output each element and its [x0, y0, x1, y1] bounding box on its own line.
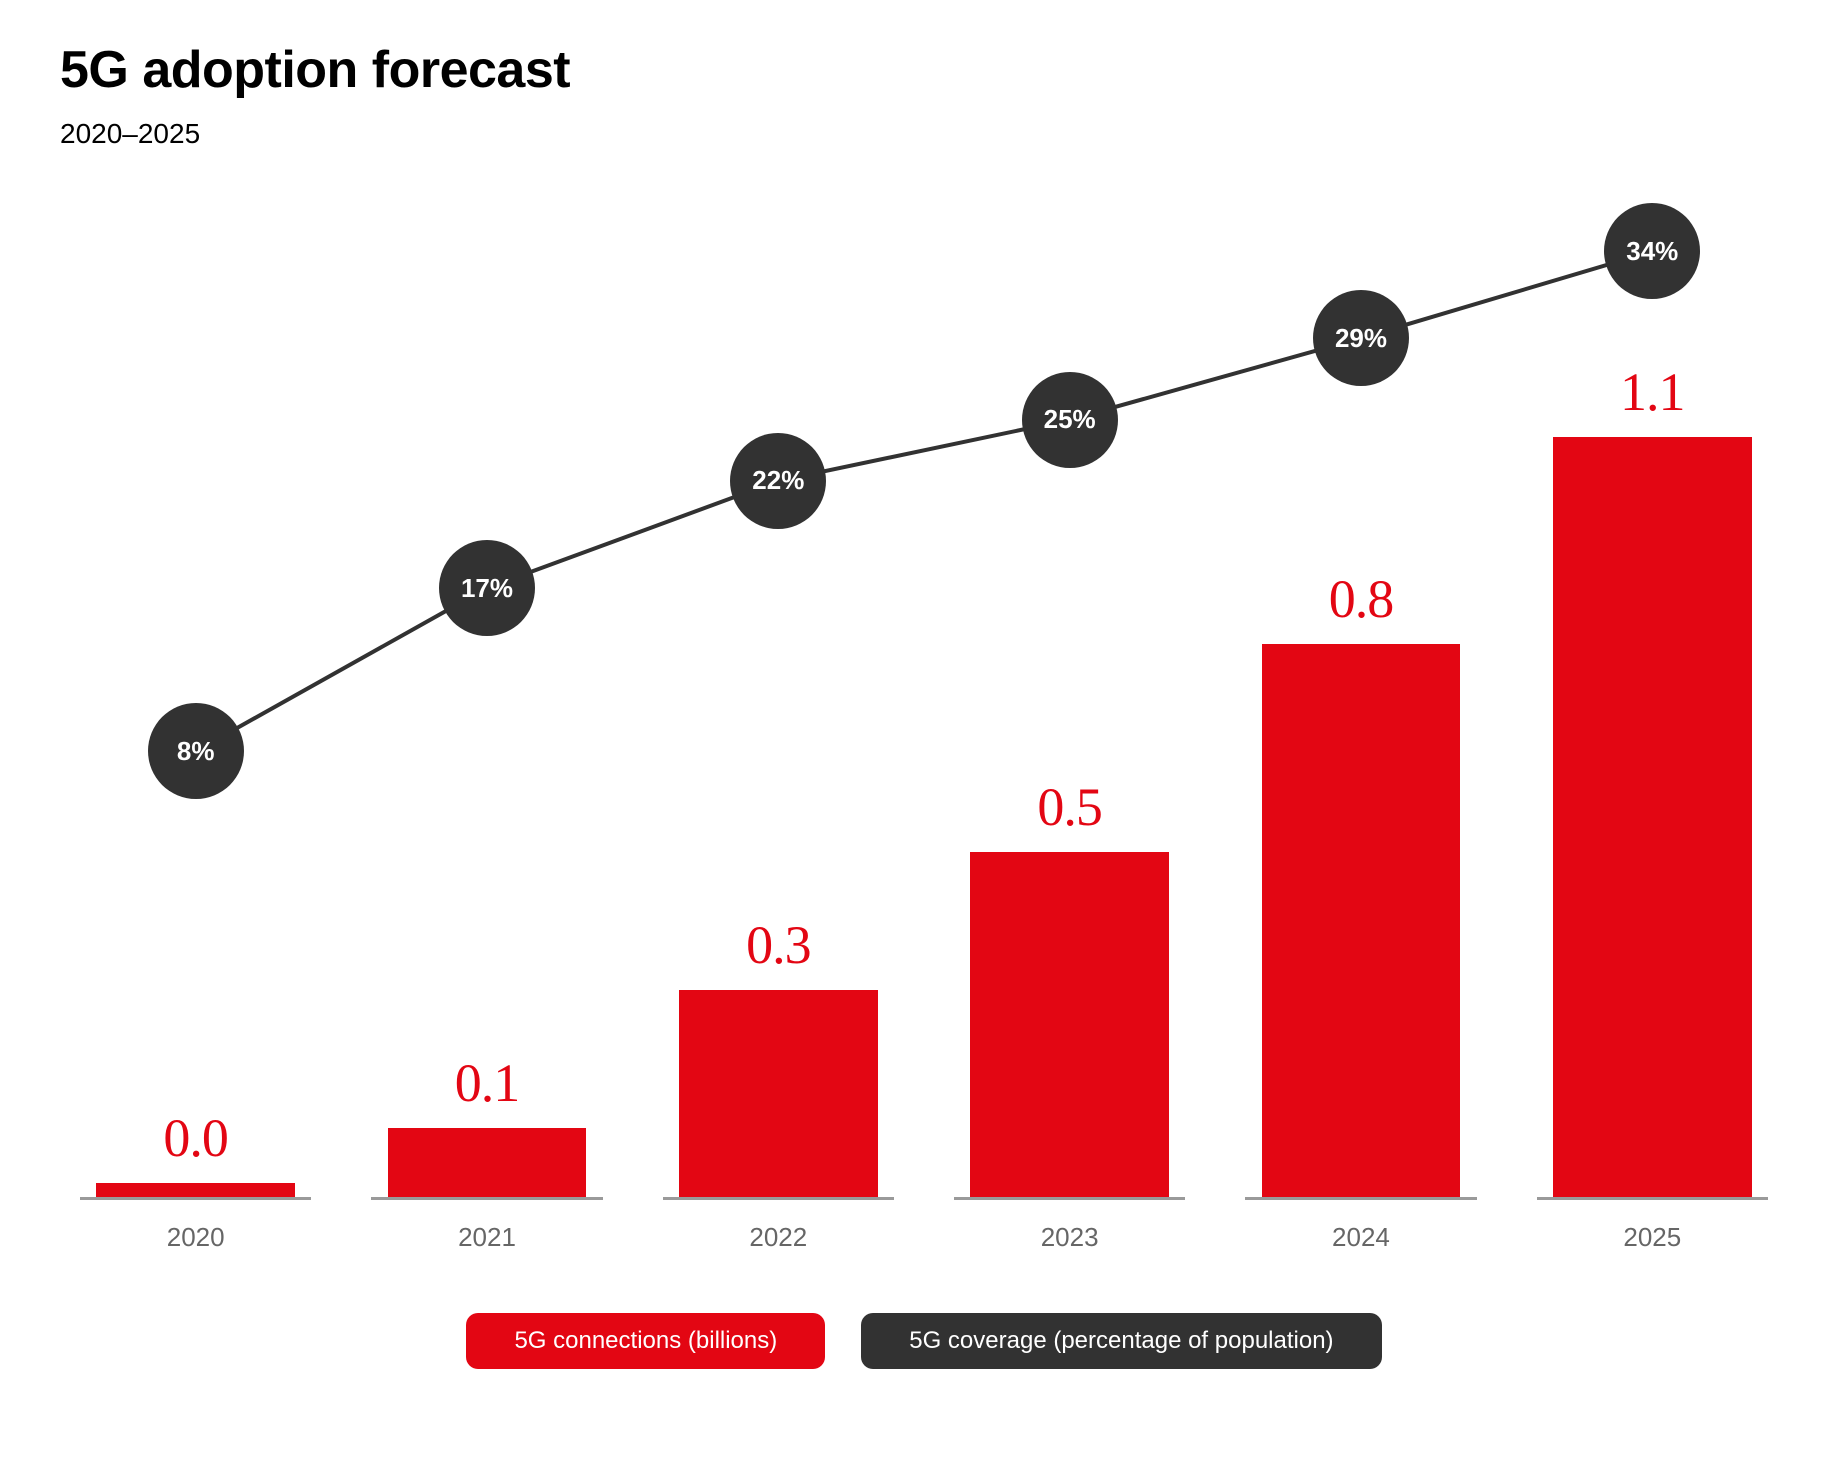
legend-item: 5G connections (billions) [466, 1313, 825, 1369]
line-marker: 8% [148, 703, 244, 799]
bar-baseline [663, 1197, 894, 1200]
bar-slot: 1.1 [1537, 180, 1768, 1200]
bar [1262, 644, 1461, 1197]
line-marker: 34% [1604, 203, 1700, 299]
line-marker-label: 34% [1626, 236, 1678, 267]
line-marker: 22% [730, 433, 826, 529]
line-marker: 17% [439, 540, 535, 636]
bar-value-label: 0.0 [163, 1107, 228, 1169]
bar-value-label: 0.3 [746, 914, 811, 976]
chart-title: 5G adoption forecast [60, 40, 1788, 100]
legend: 5G connections (billions) 5G coverage (pe… [60, 1313, 1788, 1369]
line-marker-label: 8% [177, 736, 215, 767]
bar-value-label: 1.1 [1620, 361, 1685, 423]
bar [970, 852, 1169, 1197]
line-marker: 29% [1313, 290, 1409, 386]
x-axis-label: 2021 [371, 1222, 602, 1253]
line-marker-label: 22% [752, 465, 804, 496]
x-axis-labels: 2020 2021 2022 2023 2024 2025 [60, 1222, 1788, 1253]
legend-item: 5G coverage (percentage of population) [861, 1313, 1381, 1369]
bar-slot: 0.5 [954, 180, 1185, 1200]
line-marker: 25% [1022, 372, 1118, 468]
x-axis-label: 2020 [80, 1222, 311, 1253]
line-marker-label: 29% [1335, 323, 1387, 354]
line-marker-label: 17% [461, 573, 513, 604]
chart-subtitle: 2020–2025 [60, 118, 1788, 150]
bar [679, 990, 878, 1197]
chart-container: 0.0 0.1 0.3 0.5 0.8 1.1 8% 17% 22% 25% 29% 34% 202… [60, 180, 1788, 1369]
bar-value-label: 0.5 [1037, 776, 1102, 838]
x-axis-label: 2024 [1245, 1222, 1476, 1253]
plot-area: 0.0 0.1 0.3 0.5 0.8 1.1 8% 17% 22% 25% 29% 34% [60, 180, 1788, 1200]
bar-value-label: 0.8 [1329, 568, 1394, 630]
bar-slot: 0.1 [371, 180, 602, 1200]
x-axis-label: 2022 [663, 1222, 894, 1253]
bar-baseline [954, 1197, 1185, 1200]
x-axis-label: 2025 [1537, 1222, 1768, 1253]
bar-baseline [1245, 1197, 1476, 1200]
bars-row: 0.0 0.1 0.3 0.5 0.8 1.1 [60, 180, 1788, 1200]
bar-value-label: 0.1 [455, 1052, 520, 1114]
bar-baseline [80, 1197, 311, 1200]
line-marker-label: 25% [1044, 404, 1096, 435]
bar [1553, 437, 1752, 1197]
bar-baseline [371, 1197, 602, 1200]
bar-baseline [1537, 1197, 1768, 1200]
bar-slot: 0.0 [80, 180, 311, 1200]
bar [96, 1183, 295, 1197]
x-axis-label: 2023 [954, 1222, 1185, 1253]
bar-slot: 0.3 [663, 180, 894, 1200]
bar [388, 1128, 587, 1197]
